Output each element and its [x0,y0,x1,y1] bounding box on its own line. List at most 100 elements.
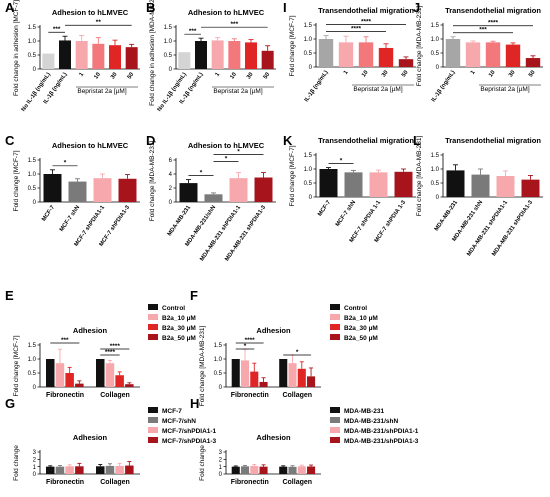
significance-label: **** [245,337,256,344]
legend-label: MDA-MB-231 [344,408,384,415]
category-label: 50 [127,72,136,81]
panel-title: Transendothelial migration [445,6,541,15]
bar [288,466,297,474]
group-label: Collagen [100,479,130,486]
y-tick-label: 1 [33,465,37,471]
bar [125,384,134,387]
y-tick-label: 1 [219,465,223,471]
panel-letter: D [146,133,155,148]
bar [297,368,306,387]
bar [259,466,268,474]
category-label: No IL-1β (ng/mL) [157,72,188,113]
y-tick-label: 0.5 [431,51,440,57]
category-label: 30 [110,72,119,81]
y-tick-label: 1.5 [214,343,223,349]
y-tick-label: 0.5 [431,181,440,187]
panel-j: J Transendothelial migration 0 0.5 1.0 1.5 Fol… [413,0,543,103]
bar [105,363,115,387]
bar [179,183,198,202]
y-tick-label: 0.5 [164,53,173,59]
y-tick-label: 2 [219,458,223,464]
y-tick-label: 0 [309,195,313,201]
bar [211,40,224,69]
y-tick-label: 1.0 [28,357,37,363]
group-label: Collagen [100,392,130,399]
significance-label: * [340,157,343,164]
y-tick-label: 1.0 [28,172,37,178]
y-tick-label: 0.5 [214,371,223,377]
panel-title: Adhesion to hLMVEC [188,141,265,150]
bar [46,359,55,387]
y-axis-label: Fold change [MCF-7] [289,145,296,206]
y-tick-label: 0 [309,65,313,71]
category-label: IL-1β (ng/mL) [431,70,457,104]
bar [261,50,274,69]
legend-label: Control [162,305,185,312]
category-label: 50 [401,70,410,79]
bar [245,42,257,69]
legend-swatch [330,427,340,433]
y-tick-label: 3 [33,450,37,456]
y-tick-label: 0.5 [28,371,37,377]
bar [279,359,288,387]
panel-letter: B [146,0,155,15]
bar [59,40,71,69]
y-tick-label: 0 [33,200,37,206]
y-tick-label: 2 [169,186,173,192]
legend-swatch [330,324,340,330]
panel-g: G Adhesion 012 3 Fold change Fibronectin Colla… [5,396,217,486]
panel-a: A Adhesion to hLMVEC 0 0.5 1.0 1.5 Fold change… [5,0,140,113]
significance-label: * [296,349,299,356]
category-label: IL-1β (ng/mL) [304,70,330,104]
y-axis-label: Fold change [MDA-MB-231] [416,6,423,87]
bar [394,171,413,197]
y-tick-label: 1.0 [431,167,440,173]
y-tick-label: 1.0 [304,37,313,43]
y-tick-label: 3 [219,450,223,456]
legend-swatch [148,304,158,310]
category-label: 50 [528,70,537,79]
significance-label: *** [479,27,487,34]
y-tick-label: 1.5 [28,343,37,349]
bar [178,52,191,69]
bar [43,174,62,202]
bar [307,466,316,474]
group-label: Fibronectin [231,479,269,486]
bar [55,363,65,387]
significance-label: *** [61,337,69,344]
y-tick-label: 0 [436,195,440,201]
y-axis-label: Fold change [MCF-7] [289,15,296,76]
legend-label: MCF-7/shN [162,418,196,425]
bar [125,47,138,69]
significance-label: *** [53,26,61,33]
legend-label: B2a_10 µM [162,315,196,322]
y-axis-label: Fold change [MDA-MB-231] [199,326,206,407]
y-tick-label: 1.5 [164,25,173,31]
bar [96,466,105,474]
bar [259,381,268,387]
bar [319,169,338,197]
y-axis-label: Fold change in adhesion [MCF-7] [13,0,20,96]
y-tick-label: 0.5 [304,181,313,187]
bar [75,383,84,387]
group-label: Fibronectin [46,479,84,486]
bar [75,466,84,474]
panel-letter: E [5,288,14,303]
y-tick-label: 1.0 [214,357,223,363]
significance-label: **** [105,349,116,356]
y-tick-label: 0 [33,67,37,73]
legend-swatch [148,437,158,443]
legend-swatch [330,334,340,340]
y-tick-label: 1.0 [304,167,313,173]
category-label: No IL-1β (ng/mL) [21,72,52,113]
legend-swatch [148,407,158,413]
significance-label: * [244,343,247,350]
group-label: Collagen [282,479,312,486]
legend-swatch [148,334,158,340]
category-label: MCF-7 shN [335,200,357,228]
legend-swatch [330,417,340,423]
y-tick-label: 0 [219,385,223,391]
x-axis-label: Bepristat 2a [µM] [353,86,402,93]
bar [46,466,55,474]
panel-k: K Transendothelial migration 0 0.5 1.0 1.5 Fol… [283,133,416,244]
